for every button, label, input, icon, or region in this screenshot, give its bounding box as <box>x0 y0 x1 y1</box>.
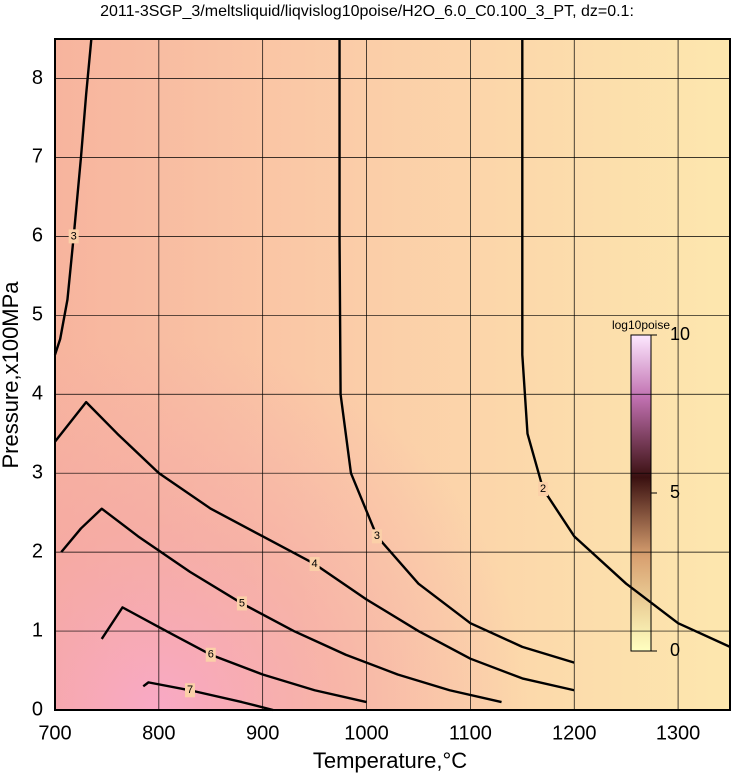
contour-label: 2 <box>540 483 546 495</box>
plot-frame <box>54 38 731 711</box>
x-tick-label: 1000 <box>344 722 389 744</box>
y-tick-label: 5 <box>32 304 43 326</box>
y-tick-label: 2 <box>32 540 43 562</box>
contour-label-bg <box>205 647 216 662</box>
contour-label: 3 <box>71 230 77 242</box>
chart-title: 2011-3SGP_3/meltsliquid/liqvislog10poise… <box>100 3 634 20</box>
contour-label: 4 <box>312 558 318 570</box>
colorbar-tick-label: 5 <box>670 482 680 502</box>
contour-label-bg <box>68 229 79 244</box>
y-tick-label: 7 <box>32 146 43 168</box>
y-tick-label: 4 <box>32 383 43 405</box>
x-tick-label: 1200 <box>552 722 597 744</box>
y-axis-label: Pressure,x100MPa <box>0 281 23 469</box>
contour-label: 5 <box>239 597 245 609</box>
colorbar <box>630 334 652 652</box>
colorbar-tick-label: 0 <box>670 640 680 660</box>
y-tick-label: 3 <box>32 461 43 483</box>
colorbar-label: log10poise <box>612 318 670 332</box>
x-tick-label: 700 <box>38 722 71 744</box>
contour-label-bg <box>185 683 195 698</box>
contour-label: 7 <box>187 684 193 696</box>
contour-label: 3 <box>374 530 380 542</box>
x-axis-label: Temperature,°C <box>313 748 467 773</box>
x-tick-label: 900 <box>246 722 279 744</box>
y-tick-label: 0 <box>32 698 43 720</box>
y-tick-label: 6 <box>32 225 43 247</box>
contour-line <box>54 400 575 692</box>
y-tick-label: 1 <box>32 619 43 641</box>
plot-shade <box>55 39 730 710</box>
x-tick-label: 800 <box>142 722 175 744</box>
contour-label: 6 <box>208 649 214 661</box>
x-tick-label: 1100 <box>449 722 492 744</box>
contour-label-bg <box>371 529 382 544</box>
contour-label-bg <box>538 481 549 496</box>
contour-label-bg <box>236 596 247 611</box>
x-tick-label: 1300 <box>656 722 701 744</box>
contour-label-bg <box>309 556 320 571</box>
y-tick-label: 8 <box>32 67 43 89</box>
colorbar-tick-label: 10 <box>670 324 690 344</box>
